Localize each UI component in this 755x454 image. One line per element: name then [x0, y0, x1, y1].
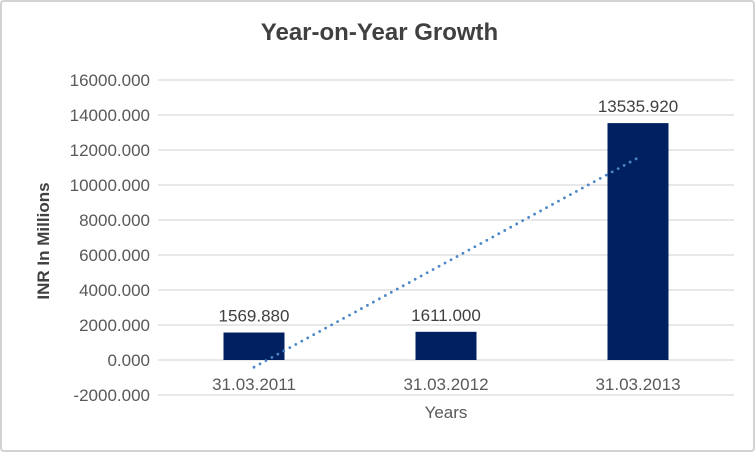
y-axis-tick-label: 16000.000 — [70, 71, 150, 90]
x-axis-tick-label: 31.03.2013 — [595, 375, 680, 394]
chart-title: Year-on-Year Growth — [260, 19, 499, 46]
y-axis-title: INR In Millions — [34, 182, 53, 300]
bar-data-label: 1569.880 — [219, 307, 290, 326]
bar-data-label: 13535.920 — [598, 97, 678, 116]
bar — [415, 331, 477, 360]
bar — [223, 332, 285, 360]
y-axis-tick-label: 12000.000 — [70, 141, 150, 160]
bar-data-label: 1611.000 — [411, 306, 481, 325]
y-axis-tick-label: -2000.000 — [73, 386, 150, 405]
x-axis-tick-label: 31.03.2011 — [212, 375, 296, 394]
y-axis-tick-label: 14000.000 — [70, 106, 150, 125]
y-axis-tick-label: 0.000 — [107, 351, 150, 370]
bar — [607, 123, 669, 360]
y-axis-tick-label: 2000.000 — [79, 316, 150, 335]
y-axis-tick-label: 8000.000 — [79, 211, 150, 230]
x-axis-tick-label: 31.03.2012 — [403, 375, 488, 394]
y-axis-tick-label: 6000.000 — [79, 246, 150, 265]
trendline — [252, 156, 640, 369]
x-axis-title: Years — [424, 403, 468, 422]
y-axis-tick-label: 4000.000 — [79, 281, 150, 300]
y-axis-tick-label: 10000.000 — [70, 176, 150, 195]
